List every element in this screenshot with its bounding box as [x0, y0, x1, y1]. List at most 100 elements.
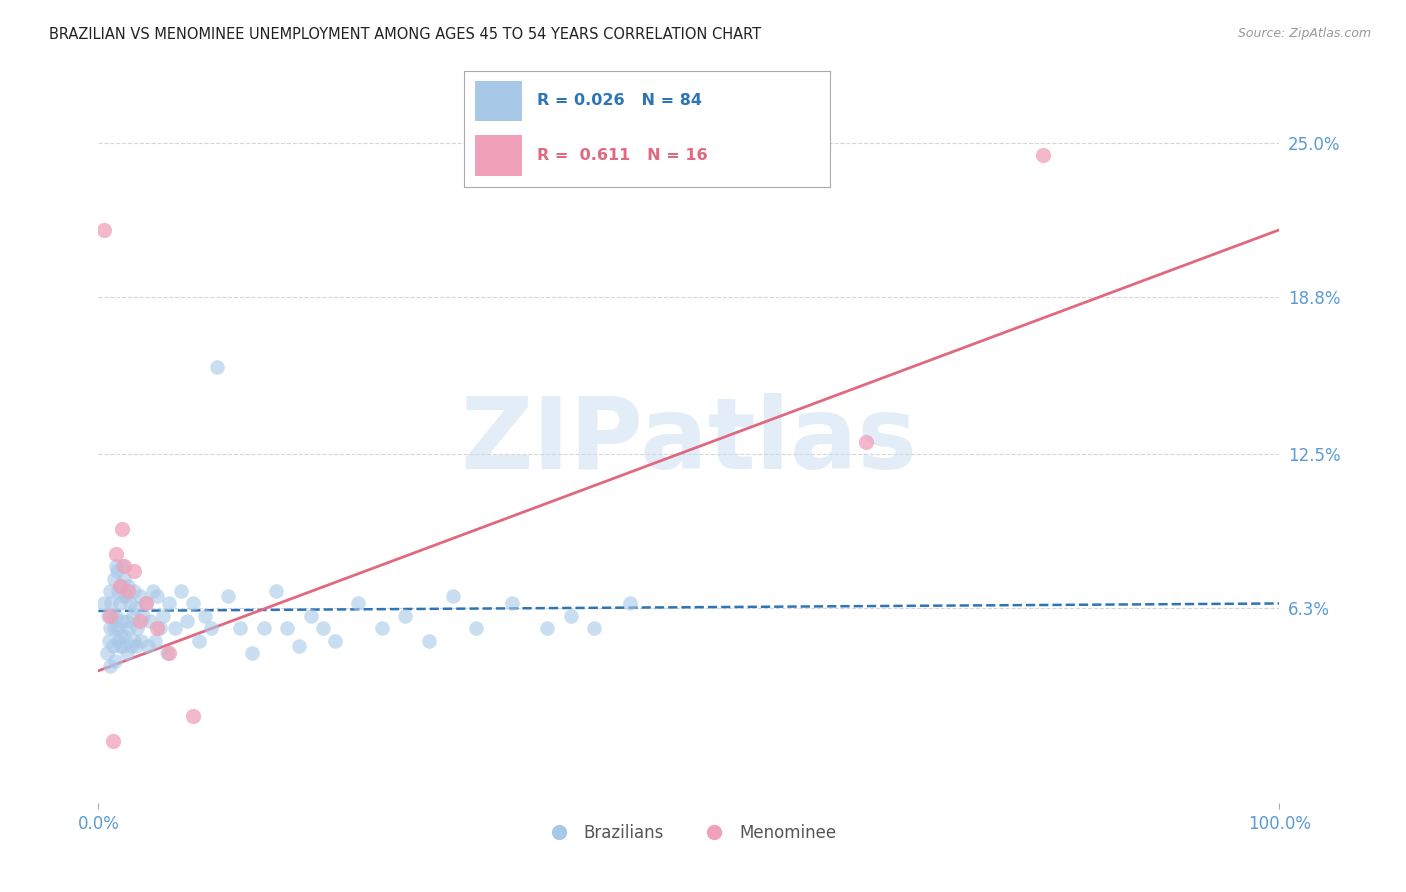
Point	[107, 584, 129, 599]
Point	[139, 614, 162, 628]
Point	[181, 708, 204, 723]
Legend: Brazilians, Menominee: Brazilians, Menominee	[536, 817, 842, 848]
Point	[127, 621, 149, 635]
Point	[125, 639, 148, 653]
Point	[124, 601, 146, 615]
Point	[165, 621, 187, 635]
Text: Source: ZipAtlas.com: Source: ZipAtlas.com	[1237, 27, 1371, 40]
Point	[253, 621, 276, 635]
Point	[98, 658, 121, 673]
Point	[117, 579, 139, 593]
Point	[122, 584, 145, 599]
Point	[156, 646, 179, 660]
Point	[111, 559, 134, 574]
Point	[108, 597, 131, 611]
Point	[299, 609, 322, 624]
Point	[418, 633, 440, 648]
Point	[187, 633, 209, 648]
Point	[205, 359, 228, 374]
Text: R =  0.611   N = 16: R = 0.611 N = 16	[537, 148, 707, 163]
Point	[111, 522, 134, 536]
Point	[560, 609, 582, 624]
Point	[501, 597, 523, 611]
Point	[105, 559, 128, 574]
Point	[146, 621, 169, 635]
Point	[855, 434, 877, 449]
Point	[157, 597, 180, 611]
Point	[112, 629, 135, 643]
Text: R = 0.026   N = 84: R = 0.026 N = 84	[537, 94, 702, 109]
Point	[194, 609, 217, 624]
Point	[110, 629, 132, 643]
Point	[115, 614, 138, 628]
Point	[240, 646, 263, 660]
Point	[121, 639, 143, 653]
Point	[105, 547, 128, 561]
Point	[112, 589, 135, 603]
Bar	[475, 135, 523, 176]
Point	[93, 597, 115, 611]
Point	[110, 579, 132, 593]
Point	[112, 572, 135, 586]
Point	[112, 639, 135, 653]
Point	[264, 584, 287, 599]
Point	[98, 584, 121, 599]
Point	[122, 633, 145, 648]
Point	[93, 223, 115, 237]
Point	[1032, 148, 1054, 162]
Point	[142, 584, 165, 599]
Point	[111, 614, 134, 628]
Point	[181, 597, 204, 611]
Point	[103, 621, 125, 635]
Point	[276, 621, 298, 635]
Point	[129, 633, 152, 648]
Point	[371, 621, 394, 635]
Point	[135, 597, 157, 611]
Point	[101, 733, 124, 747]
Point	[128, 589, 150, 603]
Text: BRAZILIAN VS MENOMINEE UNEMPLOYMENT AMONG AGES 45 TO 54 YEARS CORRELATION CHART: BRAZILIAN VS MENOMINEE UNEMPLOYMENT AMON…	[49, 27, 761, 42]
Point	[200, 621, 222, 635]
Point	[136, 639, 159, 653]
Point	[105, 621, 128, 635]
Point	[217, 589, 239, 603]
Point	[97, 609, 120, 624]
Point	[101, 609, 124, 624]
Point	[101, 639, 124, 653]
Point	[117, 584, 139, 599]
Point	[347, 597, 370, 611]
Point	[583, 621, 606, 635]
Point	[143, 633, 166, 648]
Point	[170, 584, 193, 599]
Point	[288, 639, 311, 653]
Point	[118, 621, 141, 635]
Point	[108, 639, 131, 653]
Point	[105, 564, 128, 578]
Point	[312, 621, 335, 635]
Point	[100, 597, 122, 611]
Point	[536, 621, 558, 635]
Point	[121, 609, 143, 624]
Point	[619, 597, 641, 611]
Point	[152, 609, 174, 624]
Point	[105, 609, 128, 624]
Point	[176, 614, 198, 628]
Point	[229, 621, 252, 635]
Point	[394, 609, 416, 624]
Point	[115, 646, 138, 660]
Point	[441, 589, 464, 603]
Point	[146, 589, 169, 603]
Point	[112, 559, 135, 574]
Point	[120, 597, 142, 611]
Point	[108, 579, 131, 593]
Text: ZIPatlas: ZIPatlas	[461, 393, 917, 490]
Point	[122, 564, 145, 578]
Point	[132, 609, 155, 624]
Point	[323, 633, 346, 648]
Point	[98, 609, 121, 624]
Point	[465, 621, 488, 635]
Point	[96, 646, 118, 660]
Point	[157, 646, 180, 660]
Point	[128, 614, 150, 628]
Point	[149, 621, 172, 635]
